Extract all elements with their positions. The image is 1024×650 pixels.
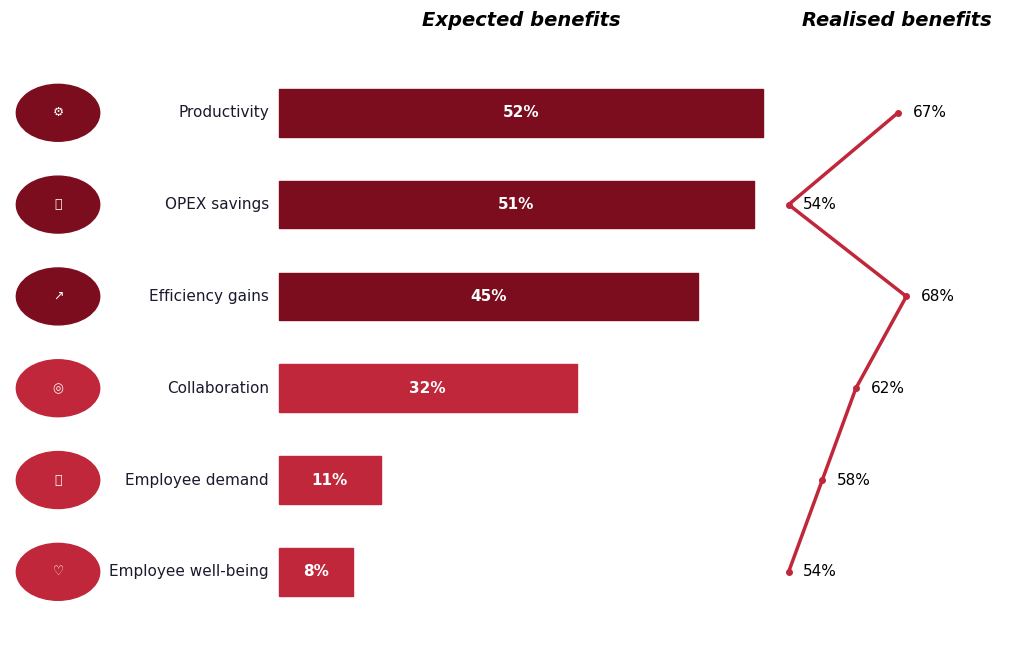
Text: 45%: 45%	[470, 289, 507, 304]
FancyBboxPatch shape	[279, 89, 763, 136]
Text: Efficiency gains: Efficiency gains	[150, 289, 269, 304]
Ellipse shape	[16, 84, 99, 141]
Text: Expected benefits: Expected benefits	[422, 11, 621, 30]
Ellipse shape	[16, 543, 99, 601]
Text: 👥: 👥	[54, 474, 61, 487]
Text: Employee demand: Employee demand	[125, 473, 269, 488]
Text: 54%: 54%	[804, 197, 838, 212]
Text: ⚙: ⚙	[52, 107, 63, 120]
Text: Realised benefits: Realised benefits	[802, 11, 991, 30]
Ellipse shape	[16, 452, 99, 508]
Text: 68%: 68%	[921, 289, 955, 304]
Text: 58%: 58%	[837, 473, 870, 488]
Text: 51%: 51%	[498, 197, 535, 212]
FancyBboxPatch shape	[279, 548, 353, 595]
Text: 8%: 8%	[303, 564, 329, 579]
Ellipse shape	[16, 359, 99, 417]
Text: ♡: ♡	[52, 566, 63, 578]
Ellipse shape	[16, 176, 99, 233]
Text: 32%: 32%	[410, 381, 446, 396]
Text: Employee well-being: Employee well-being	[110, 564, 269, 579]
Text: ↗: ↗	[53, 290, 63, 303]
Text: 67%: 67%	[912, 105, 946, 120]
FancyBboxPatch shape	[279, 365, 577, 412]
Text: Collaboration: Collaboration	[167, 381, 269, 396]
Text: 54%: 54%	[804, 564, 838, 579]
FancyBboxPatch shape	[279, 272, 698, 320]
Text: 🐷: 🐷	[54, 198, 61, 211]
Text: 11%: 11%	[311, 473, 348, 488]
Text: 52%: 52%	[503, 105, 540, 120]
Ellipse shape	[16, 268, 99, 325]
FancyBboxPatch shape	[279, 456, 381, 504]
Text: Productivity: Productivity	[178, 105, 269, 120]
Text: ◎: ◎	[52, 382, 63, 395]
Text: 62%: 62%	[870, 381, 904, 396]
Text: OPEX savings: OPEX savings	[165, 197, 269, 212]
FancyBboxPatch shape	[279, 181, 754, 229]
